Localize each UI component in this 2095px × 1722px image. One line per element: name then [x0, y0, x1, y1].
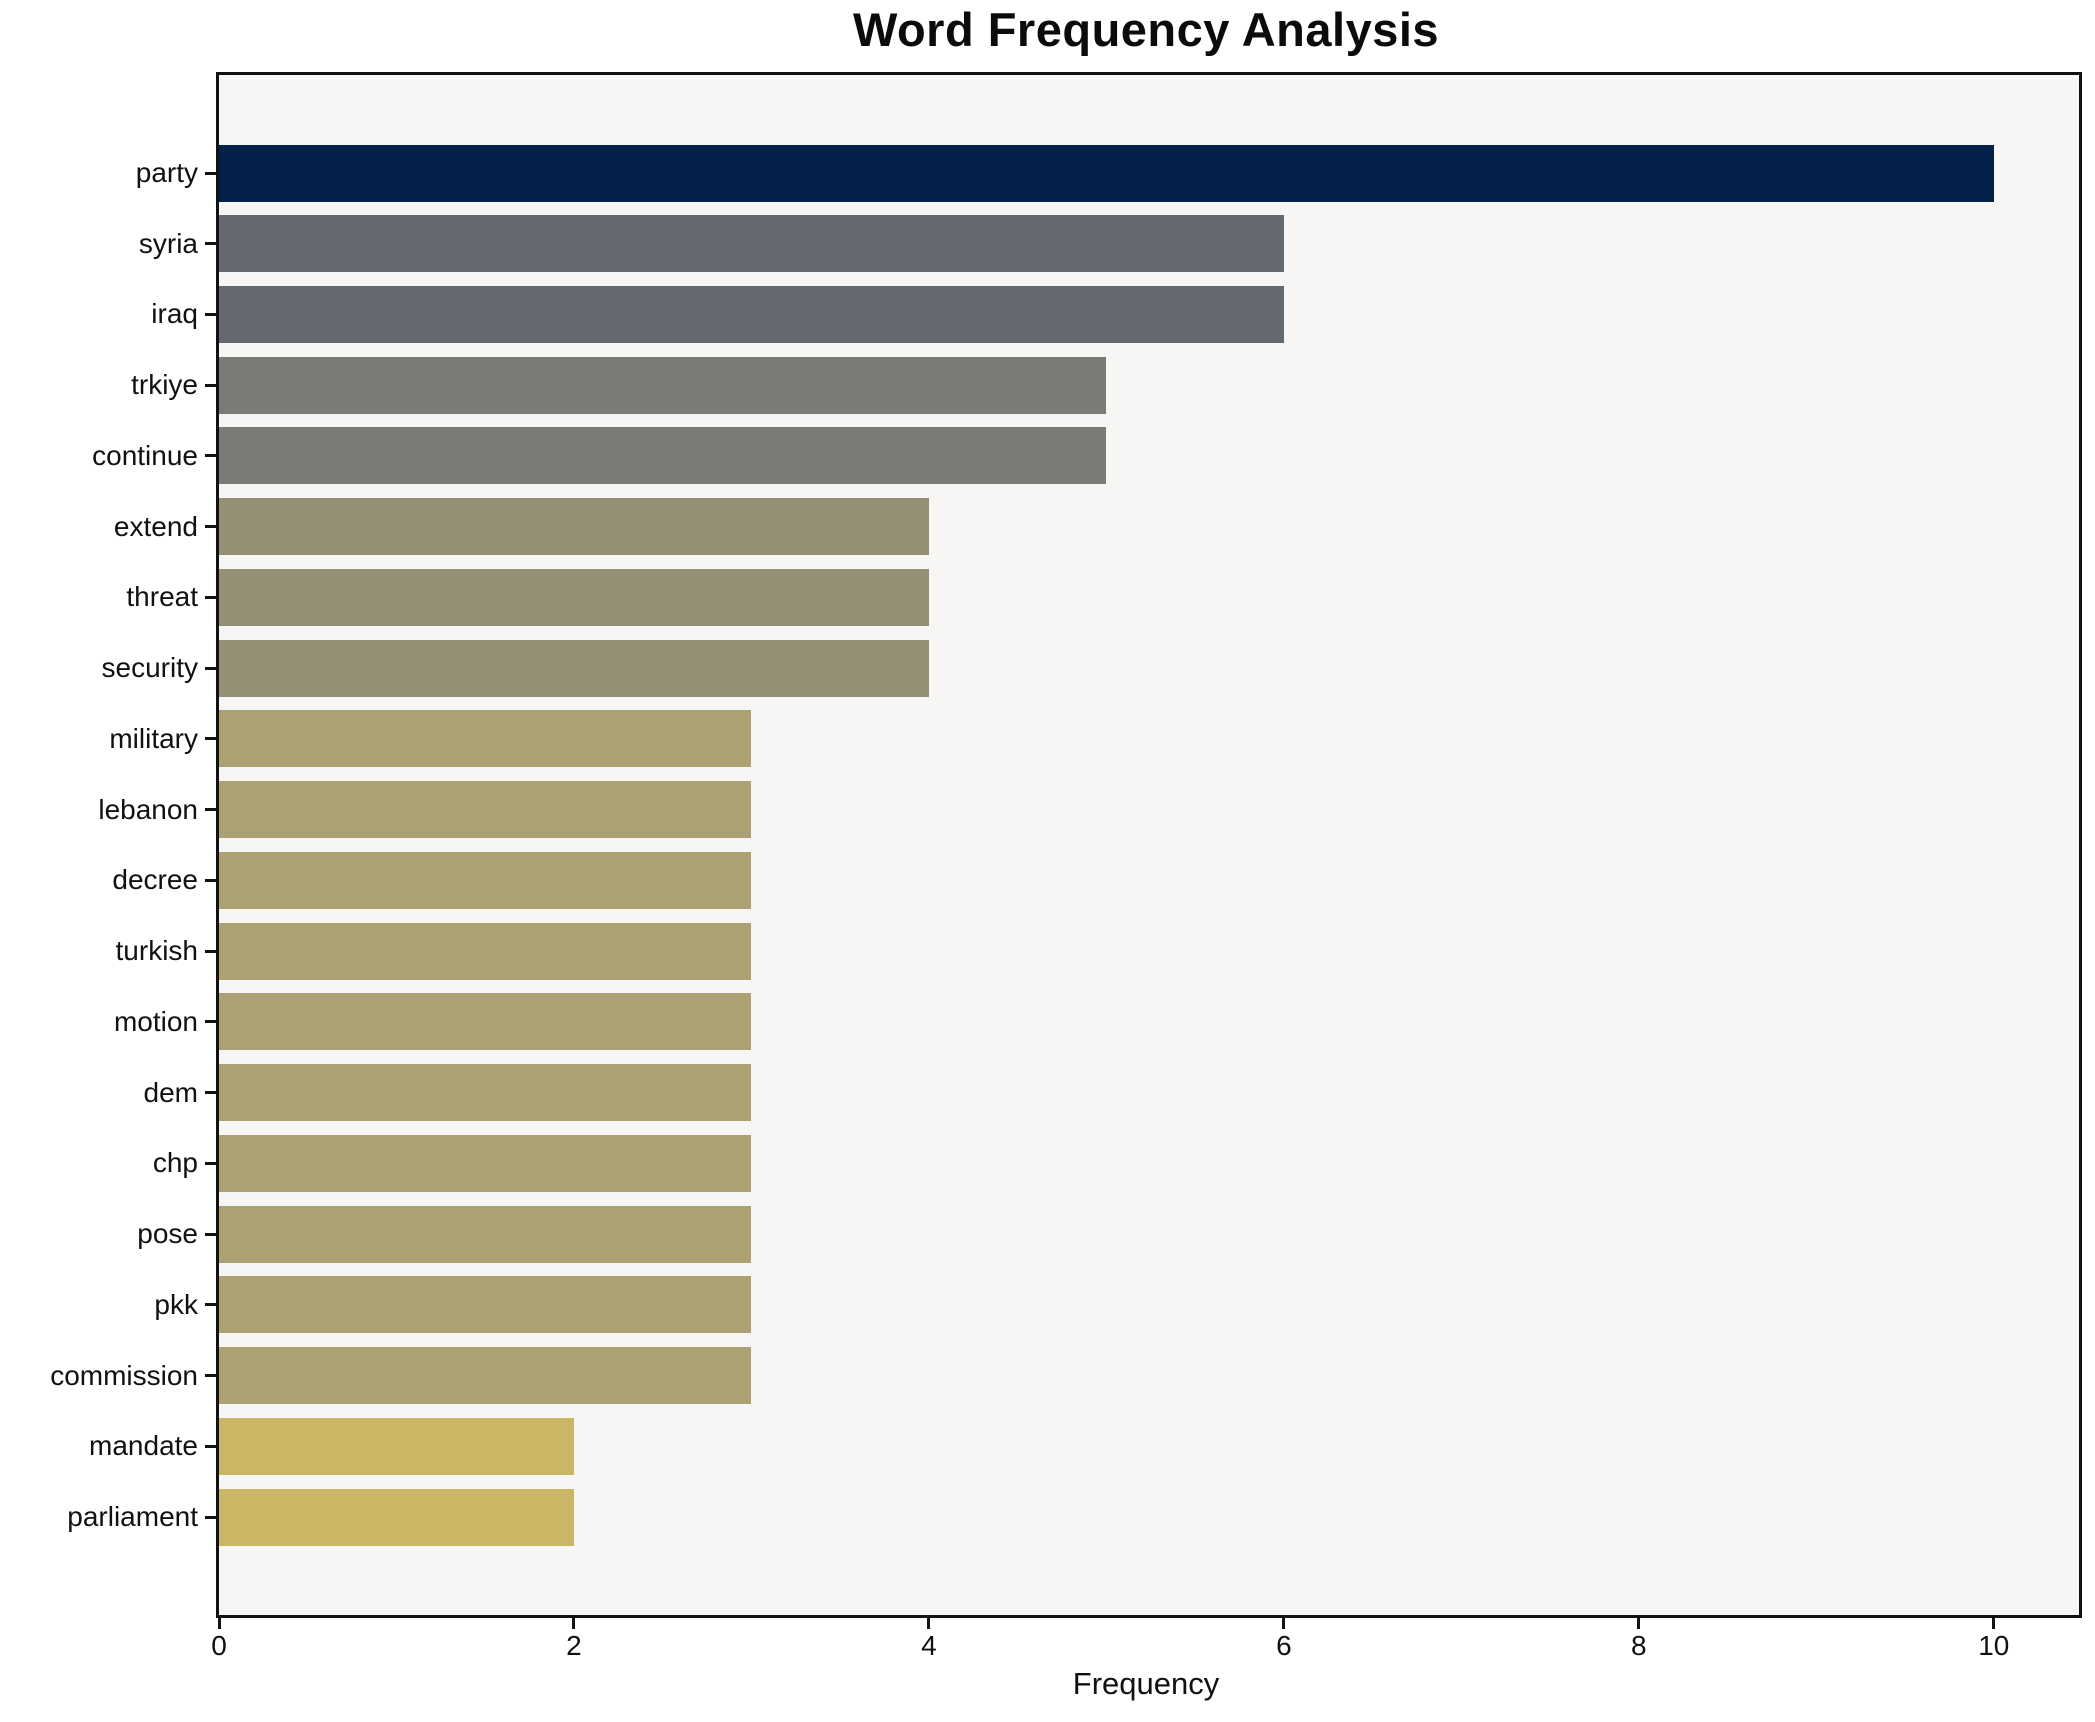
bar-decree	[219, 851, 752, 909]
y-tick-label-parliament: parliament	[67, 1501, 198, 1532]
x-tick-mark	[572, 1618, 576, 1629]
plot-area	[216, 72, 2082, 1618]
y-tick-label-extend: extend	[113, 510, 198, 542]
y-tick-label-motion: motion	[113, 1005, 198, 1037]
y-tick-label-turkish: turkish	[115, 935, 198, 967]
y-tick-label-pose: pose	[137, 1218, 198, 1250]
y-tick-mark	[205, 666, 216, 670]
x-tick-mark	[1637, 1618, 1641, 1629]
y-tick-label-security: security	[101, 652, 198, 684]
y-tick-label-threat: threat	[126, 581, 198, 613]
bar-military	[219, 710, 752, 768]
x-tick-label-2: 2	[566, 1630, 582, 1661]
y-tick-label-syria: syria	[138, 227, 198, 259]
x-tick-label-10: 10	[1978, 1630, 2010, 1661]
x-tick-mark	[1992, 1618, 1996, 1629]
y-tick-mark	[205, 242, 216, 246]
y-tick-mark	[205, 383, 216, 387]
y-tick-label-continue: continue	[92, 439, 198, 471]
y-tick-label-party: party	[135, 157, 198, 188]
bar-iraq	[219, 285, 1284, 343]
y-tick-mark	[205, 312, 216, 316]
bar-extend	[219, 498, 929, 556]
chart-title: Word Frequency Analysis	[852, 3, 1440, 56]
bar-dem	[219, 1064, 752, 1122]
x-tick-label-8: 8	[1631, 1630, 1647, 1661]
y-tick-mark	[205, 171, 216, 175]
bar-mandate	[219, 1417, 574, 1475]
y-tick-label-dem: dem	[143, 1076, 198, 1108]
x-tick-label-4: 4	[921, 1630, 937, 1661]
bar-parliament	[219, 1488, 574, 1546]
y-tick-label-commission: commission	[50, 1359, 198, 1391]
x-tick-mark	[217, 1618, 221, 1629]
y-tick-mark	[205, 1161, 216, 1165]
bars-layer	[219, 75, 2079, 1615]
y-tick-mark	[205, 1303, 216, 1307]
y-tick-mark	[205, 1020, 216, 1024]
y-tick-mark	[205, 1515, 216, 1519]
bar-trkiye	[219, 356, 1107, 414]
bar-motion	[219, 993, 752, 1051]
bar-syria	[219, 215, 1284, 273]
bar-lebanon	[219, 781, 752, 839]
y-tick-mark	[205, 454, 216, 458]
y-tick-label-lebanon: lebanon	[98, 793, 198, 825]
y-tick-mark	[205, 737, 216, 741]
x-tick-label-6: 6	[1276, 1630, 1292, 1661]
bar-commission	[219, 1347, 752, 1405]
y-tick-mark	[205, 949, 216, 953]
y-tick-label-military: military	[109, 722, 198, 754]
y-tick-label-chp: chp	[152, 1147, 198, 1179]
y-tick-label-mandate: mandate	[89, 1430, 198, 1462]
y-tick-mark	[205, 1374, 216, 1378]
y-tick-mark	[205, 878, 216, 882]
y-tick-mark	[205, 525, 216, 529]
x-axis-title: Frequency	[1072, 1666, 1220, 1701]
bar-chp	[219, 1134, 752, 1192]
x-tick-mark	[927, 1618, 931, 1629]
bar-security	[219, 639, 929, 697]
y-tick-label-iraq: iraq	[151, 298, 198, 330]
y-tick-label-trkiye: trkiye	[131, 369, 198, 401]
x-tick-label-0: 0	[211, 1630, 227, 1661]
bar-party	[219, 144, 1994, 202]
bar-continue	[219, 427, 1107, 485]
y-tick-label-decree: decree	[112, 864, 198, 896]
bar-threat	[219, 568, 929, 626]
y-tick-mark	[205, 1091, 216, 1095]
y-tick-label-pkk: pkk	[154, 1288, 198, 1320]
bar-pose	[219, 1205, 752, 1263]
x-tick-mark	[1282, 1618, 1286, 1629]
y-tick-mark	[205, 1232, 216, 1236]
bar-pkk	[219, 1276, 752, 1334]
bar-turkish	[219, 922, 752, 980]
y-tick-mark	[205, 595, 216, 599]
y-tick-mark	[205, 808, 216, 812]
y-tick-mark	[205, 1444, 216, 1448]
